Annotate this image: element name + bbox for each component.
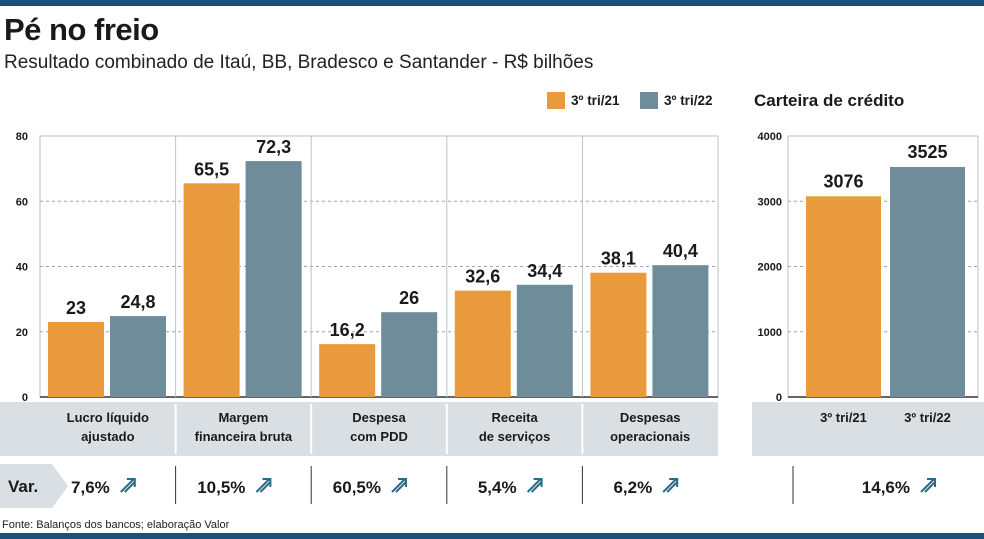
page-title: Pé no freio: [4, 12, 159, 47]
data-label: 16,2: [330, 320, 365, 340]
data-label: 40,4: [663, 241, 698, 261]
y-tick-label: 0: [776, 392, 782, 404]
category-label: Despesas: [620, 410, 681, 425]
bar-2022: [652, 265, 709, 397]
up-arrow-icon: [662, 478, 679, 493]
data-label: 72,3: [256, 137, 291, 157]
y-tick-label: 80: [16, 131, 28, 143]
up-arrow-icon: [920, 478, 936, 493]
up-arrow-icon: [526, 478, 543, 493]
data-label: 24,8: [120, 292, 155, 312]
bar-2022: [381, 312, 438, 397]
bar-2021: [183, 183, 240, 397]
page-subtitle: Resultado combinado de Itaú, BB, Bradesc…: [4, 52, 594, 73]
data-label: 32,6: [465, 267, 500, 287]
category-label: Margem: [218, 410, 268, 425]
category-band: [0, 402, 718, 456]
category-band-carteira: [752, 402, 984, 456]
y-tick-label: 3000: [758, 196, 782, 208]
bar-2021: [590, 272, 647, 397]
bar-2021: [319, 344, 376, 397]
var-tag: [0, 464, 68, 508]
legend-swatch: [547, 92, 565, 109]
variation-value: 14,6%: [862, 478, 910, 497]
up-arrow-icon: [391, 478, 407, 493]
legend-label: 3º tri/22: [664, 93, 713, 108]
category-label: Receita: [491, 410, 538, 425]
bottom-rule: [0, 533, 984, 539]
legend-label: 3º tri/21: [571, 93, 620, 108]
top-rule: [0, 0, 984, 6]
variation-value: 60,5%: [333, 478, 381, 497]
data-label: 3525: [907, 142, 947, 162]
data-label: 23: [66, 298, 86, 318]
category-label: 3º tri/22: [904, 410, 951, 425]
category-label: operacionais: [610, 429, 690, 444]
variation-value: 5,4%: [478, 478, 517, 497]
y-tick-label: 2000: [758, 262, 782, 274]
category-label: com PDD: [350, 429, 408, 444]
bar-carteira-2021: [806, 196, 881, 397]
y-tick-label: 4000: [758, 131, 782, 143]
legend-item-2021: 3º tri/21: [547, 92, 619, 109]
bar-2022: [516, 284, 573, 397]
category-label: 3º tri/21: [820, 410, 867, 425]
y-tick-label: 40: [16, 262, 28, 274]
category-label: Lucro líquido: [67, 410, 149, 425]
legend-swatch: [640, 92, 658, 109]
category-label: Despesa: [352, 410, 406, 425]
up-arrow-icon: [255, 478, 272, 493]
up-arrow-icon: [120, 478, 136, 493]
legend-item-2022: 3º tri/22: [640, 92, 712, 109]
bar-2022: [110, 316, 166, 397]
bar-2021: [48, 321, 104, 397]
data-label: 26: [399, 288, 419, 308]
var-label: Var.: [8, 477, 38, 496]
y-tick-label: 0: [22, 392, 28, 404]
variation-value: 7,6%: [71, 478, 110, 497]
bar-2022: [245, 161, 302, 397]
bar-2021: [454, 290, 511, 397]
variation-value: 6,2%: [613, 478, 652, 497]
y-tick-label: 1000: [758, 327, 782, 339]
data-label: 65,5: [194, 159, 229, 179]
category-label: financeira bruta: [195, 429, 293, 444]
y-tick-label: 60: [16, 196, 28, 208]
variation-value: 10,5%: [197, 478, 245, 497]
carteira-title: Carteira de crédito: [754, 91, 905, 110]
y-tick-label: 20: [16, 327, 28, 339]
source-note: Fonte: Balanços dos bancos; elaboração V…: [2, 519, 230, 531]
category-label: de serviços: [479, 429, 551, 444]
data-label: 38,1: [601, 249, 636, 269]
data-label: 34,4: [527, 261, 562, 281]
category-label: ajustado: [81, 429, 135, 444]
data-label: 3076: [823, 171, 863, 191]
bar-carteira-2022: [890, 166, 965, 397]
